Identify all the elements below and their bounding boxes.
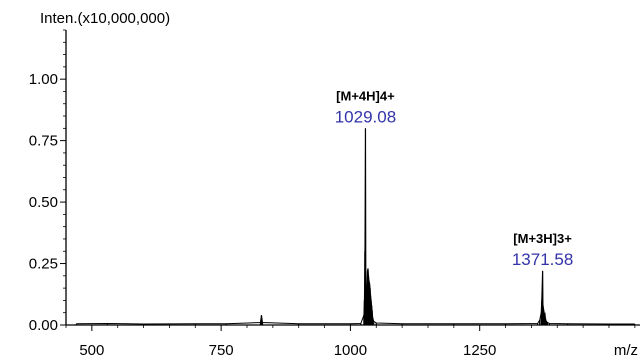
peak-mz-label: 1029.08 bbox=[335, 107, 396, 126]
y-tick-label: 0.75 bbox=[29, 133, 58, 150]
y-tick-label: 1.00 bbox=[29, 71, 58, 88]
x-tick-label: 1000 bbox=[334, 342, 367, 359]
axes bbox=[65, 30, 640, 326]
x-tick-label: 750 bbox=[209, 342, 234, 359]
ticks: 0.00 0.25 0.50 0.75 1.00 500 750 1000 1250 m/z bbox=[29, 29, 638, 359]
ion-label: [M+4H]4+ bbox=[336, 88, 395, 103]
peak-mz-label: 1371.58 bbox=[512, 250, 573, 269]
ion-label: [M+3H]3+ bbox=[513, 231, 572, 246]
spectrum-trace bbox=[75, 128, 636, 325]
y-tick-label: 0.25 bbox=[29, 256, 58, 273]
spectrum-series-0 bbox=[76, 128, 635, 325]
y-tick-label: 0.00 bbox=[29, 317, 58, 334]
x-tick-label: 500 bbox=[79, 342, 104, 359]
x-axis-label: m/z bbox=[614, 342, 638, 359]
annotations: [M+4H]4+ 1029.08 [M+3H]3+ 1371.58 bbox=[335, 88, 574, 269]
y-axis-label: Inten.(x10,000,000) bbox=[40, 10, 171, 27]
y-tick-label: 0.50 bbox=[29, 194, 58, 211]
x-tick-label: 1250 bbox=[463, 342, 496, 359]
